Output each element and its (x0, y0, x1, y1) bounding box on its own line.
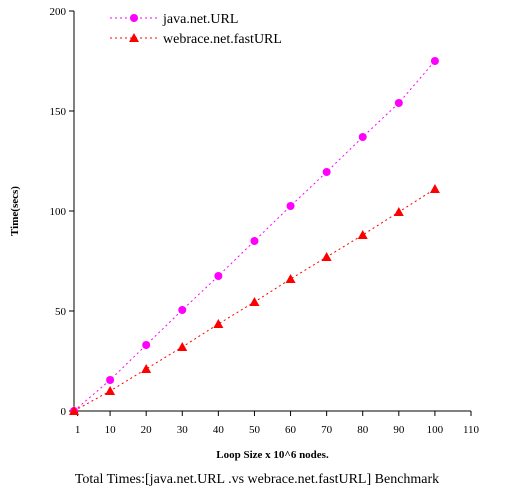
data-point (106, 376, 115, 384)
x-tick-label: 30 (177, 424, 189, 436)
data-point (430, 57, 439, 65)
x-axis-title: Loop Size x 10^6 nodes. (216, 449, 329, 461)
x-tick-label: 70 (321, 424, 333, 436)
legend-entry: java.net.URL (110, 12, 238, 27)
data-point (358, 133, 367, 141)
data-point (214, 272, 223, 280)
data-point (129, 33, 139, 42)
data-point (321, 252, 332, 261)
series-java-net-url (70, 57, 439, 415)
data-point (286, 202, 295, 210)
data-point (285, 274, 296, 283)
data-point (142, 341, 151, 349)
x-tick-label: 1 (75, 424, 81, 436)
x-tick-label: 90 (393, 424, 405, 436)
data-point (177, 342, 188, 351)
y-axis-title: Time(secs) (9, 186, 21, 236)
x-tick-label: 110 (463, 424, 480, 436)
data-point (69, 406, 79, 415)
y-tick-label: 50 (55, 306, 67, 318)
y-tick-label: 150 (50, 106, 67, 118)
data-point (394, 99, 403, 107)
data-point (141, 364, 152, 373)
chart-caption: Total Times:[java.net.URL .vs webrace.ne… (75, 472, 439, 487)
data-point (393, 207, 404, 216)
x-tick-label: 10 (105, 424, 117, 436)
data-point (105, 386, 116, 395)
legend-entry: webrace.net.fastURL (110, 32, 282, 47)
data-point (429, 184, 440, 193)
legend-label: webrace.net.fastURL (163, 32, 282, 47)
x-tick-label: 60 (285, 424, 297, 436)
data-point (250, 237, 259, 245)
data-point (249, 297, 260, 306)
plot-series (69, 57, 440, 415)
y-tick-label: 0 (61, 406, 67, 418)
data-point (213, 319, 224, 328)
legend: java.net.URL webrace.net.fastURL (110, 12, 282, 47)
data-point (130, 14, 138, 22)
y-tick-label: 100 (50, 206, 67, 218)
data-point (357, 230, 368, 239)
x-tick-label: 100 (427, 424, 444, 436)
y-tick-label: 200 (50, 6, 67, 18)
data-point (178, 306, 187, 314)
x-tick-label: 20 (141, 424, 153, 436)
series-line (73, 60, 436, 412)
x-tick-label: 40 (213, 424, 225, 436)
x-tick-label: 50 (249, 424, 261, 436)
x-tick-label: 80 (357, 424, 369, 436)
legend-label: java.net.URL (162, 12, 238, 27)
data-point (322, 168, 331, 176)
series-webrace-net-fasturl (69, 184, 440, 415)
